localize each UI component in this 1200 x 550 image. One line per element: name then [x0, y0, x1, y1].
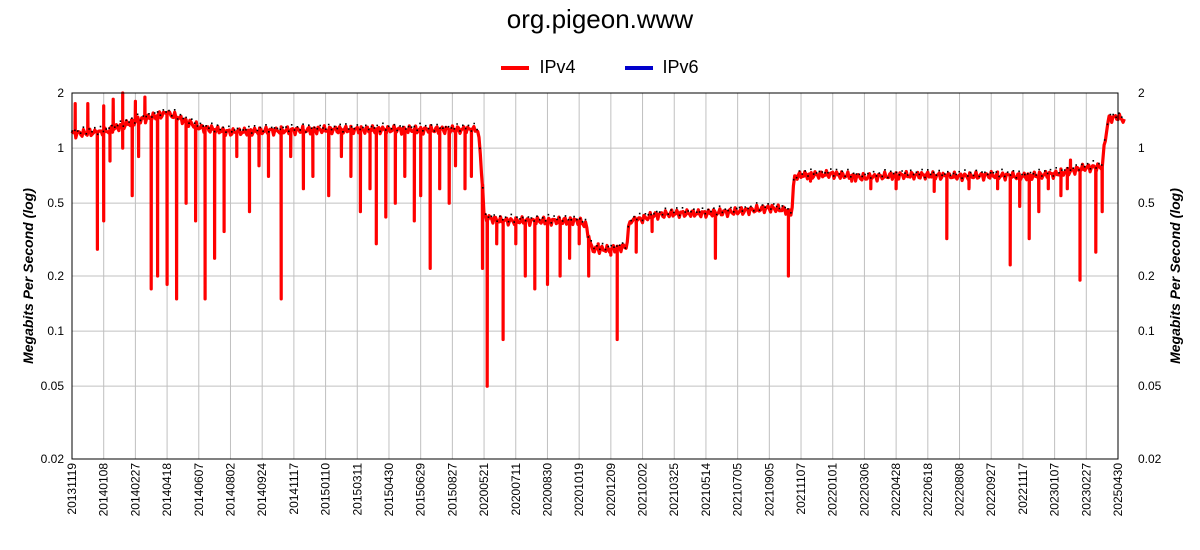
y-tick-label-left: 2	[57, 86, 64, 100]
x-tick-label: 20220101	[826, 463, 840, 517]
legend-item-ipv4: IPv4	[501, 57, 575, 78]
x-tick-label: 20150827	[445, 463, 459, 517]
legend-swatch-ipv4	[501, 66, 530, 70]
x-tick-label: 20210202	[636, 463, 650, 517]
x-axis: 20131119 20140108 20140227 20140418 20140607…	[65, 463, 1125, 517]
x-tick-label: 20220618	[921, 463, 935, 517]
x-tick-label: 20220927	[984, 463, 998, 517]
y-tick-label-right: 0.02	[1138, 452, 1162, 466]
x-tick-label: 20220428	[889, 463, 903, 517]
x-tick-label: 20211107	[794, 463, 808, 515]
grid	[71, 92, 1119, 460]
legend-label-ipv6: IPv6	[662, 56, 699, 77]
y-tick-label-left: 1	[57, 141, 64, 155]
y-axis-label-right: Megabits Per Second (log)	[1167, 188, 1183, 364]
y-tick-label-left: 0.1	[47, 324, 64, 338]
series-group	[70, 91, 1126, 388]
x-tick-label: 20221117	[1016, 463, 1030, 515]
x-tick-label: 20140607	[192, 463, 206, 517]
x-tick-label: 20210514	[699, 463, 713, 517]
legend-item-ipv6: IPv6	[624, 56, 699, 78]
x-tick-label: 20150311	[350, 463, 364, 516]
x-tick-label: 20150430	[382, 463, 396, 517]
y-axis-right: 2 1 0.5 0.2 0.1 0.05 0.02	[1138, 86, 1162, 466]
x-tick-label: 20210325	[667, 463, 681, 517]
y-tick-label-right: 0.5	[1138, 196, 1155, 210]
x-tick-label: 20140924	[255, 463, 269, 517]
plot-frame	[71, 92, 1119, 460]
legend-swatch-ipv6	[624, 66, 653, 70]
x-tick-label: 20141117	[287, 463, 301, 515]
y-tick-label-left: 0.2	[47, 269, 64, 283]
series-line-ipv4	[70, 91, 1126, 388]
x-tick-label: 20230107	[1048, 463, 1062, 517]
y-tick-label-right: 0.05	[1138, 379, 1162, 393]
x-tick-label: 20150110	[319, 463, 333, 516]
x-tick-label: 20200521	[477, 463, 491, 517]
legend: IPv4 IPv6	[0, 56, 1200, 78]
x-tick-label: 20140418	[160, 463, 174, 517]
x-tick-label: 20201209	[604, 463, 618, 517]
x-tick-label: 20230227	[1079, 463, 1093, 517]
y-tick-label-left: 0.05	[41, 379, 65, 393]
x-tick-label: 20250430	[1111, 463, 1125, 517]
x-tick-label: 20210905	[762, 463, 776, 517]
y-axis-label-left: Megabits Per Second (log)	[20, 188, 36, 364]
x-tick-label: 20201019	[572, 463, 586, 517]
y-axis-left: 2 1 0.5 0.2 0.1 0.05 0.02	[41, 86, 65, 466]
x-tick-label: 20140227	[128, 463, 142, 517]
y-tick-label-right: 2	[1138, 86, 1145, 100]
y-tick-label-right: 0.2	[1138, 269, 1155, 283]
y-tick-label-left: 0.5	[47, 196, 64, 210]
chart-title: org.pigeon.www	[506, 4, 694, 34]
y-tick-label-right: 0.1	[1138, 324, 1155, 338]
y-tick-label-right: 1	[1138, 141, 1145, 155]
x-tick-label: 20210705	[731, 463, 745, 517]
x-tick-label: 20140108	[97, 463, 111, 517]
plot-border	[71, 92, 1119, 460]
x-tick-label: 20200830	[540, 463, 554, 517]
y-tick-label-left: 0.02	[41, 452, 65, 466]
x-tick-label: 20220808	[953, 463, 967, 517]
x-tick-label: 20140802	[223, 463, 237, 517]
legend-label-ipv4: IPv4	[539, 56, 576, 77]
x-tick-label: 20220306	[857, 463, 871, 517]
x-tick-label: 20200711	[509, 463, 523, 516]
x-tick-label: 20131119	[65, 463, 79, 515]
x-tick-label: 20150629	[414, 463, 428, 517]
